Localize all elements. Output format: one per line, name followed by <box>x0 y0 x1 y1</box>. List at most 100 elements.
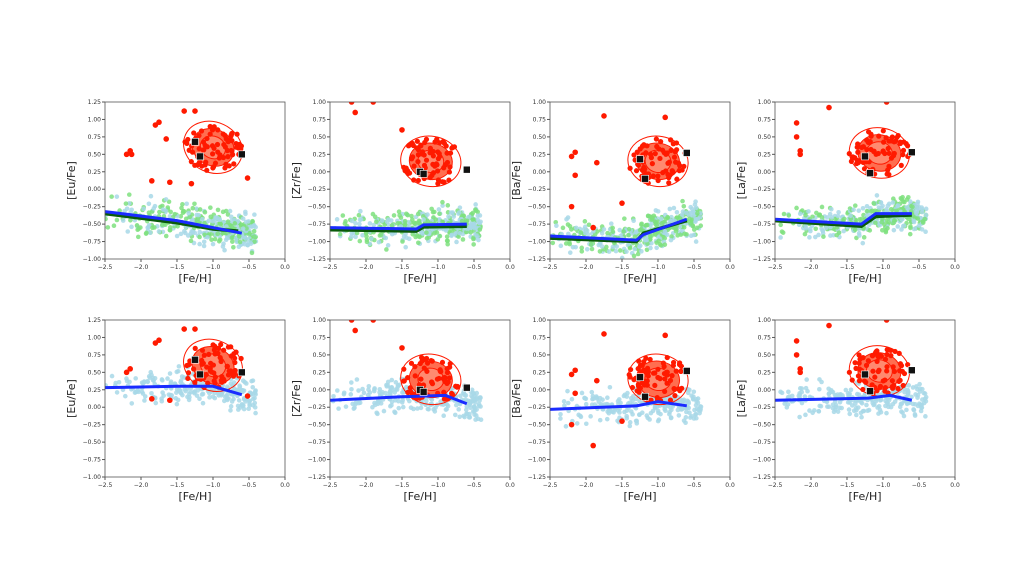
field-star-point <box>888 206 894 212</box>
field-star-point <box>228 214 234 220</box>
y-tick-label: −1.25 <box>528 256 547 263</box>
cluster-star-point <box>423 157 430 163</box>
field-star-point <box>389 231 395 237</box>
field-star-point <box>174 401 180 407</box>
y-tick-label: −0.50 <box>308 204 327 211</box>
cluster-star-point <box>856 360 862 366</box>
cluster-star-point <box>863 362 870 368</box>
field-star-point <box>633 418 639 424</box>
y-axis-label: [Eu/Fe] <box>65 379 78 418</box>
cluster-star-point <box>212 374 218 380</box>
cluster-star-point <box>199 347 206 353</box>
field-star-point <box>445 241 450 247</box>
cluster-star-point <box>244 175 251 181</box>
cluster-star-point <box>407 385 413 391</box>
cluster-star-point <box>352 109 359 116</box>
cluster-star-point <box>405 143 412 149</box>
highlight-square <box>419 170 428 178</box>
field-star-point <box>871 402 876 408</box>
field-star-point <box>474 233 479 238</box>
field-star-point <box>786 389 791 395</box>
field-star-point <box>456 407 462 412</box>
cluster-star-point <box>658 139 664 145</box>
cluster-star-point <box>215 149 221 155</box>
field-star-point <box>456 210 462 215</box>
cluster-star-point <box>192 326 198 332</box>
field-star-point <box>389 402 394 408</box>
cluster-star-point <box>167 179 173 186</box>
y-tick-label: 1.25 <box>88 317 102 324</box>
y-tick-label: −0.50 <box>83 439 102 446</box>
field-star-point <box>606 410 612 416</box>
cluster-star-point <box>637 369 644 375</box>
cluster-star-point <box>424 360 431 366</box>
x-tick-label: −1.0 <box>431 264 446 271</box>
field-star-point <box>579 390 585 396</box>
field-star-point <box>864 402 869 408</box>
cluster-star-point <box>644 143 650 149</box>
x-tick-label: −2.0 <box>134 264 149 271</box>
cluster-star-point <box>412 364 418 370</box>
x-tick-label: −2.5 <box>768 264 783 271</box>
field-star-point <box>841 228 847 234</box>
cluster-star-point <box>435 149 441 155</box>
cluster-star-point <box>666 180 672 186</box>
field-star-point <box>849 403 855 408</box>
field-star-point <box>141 379 147 384</box>
field-star-point <box>444 402 450 407</box>
field-star-point <box>349 380 354 385</box>
field-star-point <box>197 207 203 212</box>
field-star-point <box>655 418 661 424</box>
field-star-point <box>249 250 255 256</box>
field-star-point <box>467 224 473 229</box>
field-star-point <box>124 378 130 384</box>
cluster-star-point <box>672 149 678 155</box>
cluster-star-point <box>900 147 907 153</box>
y-tick-label: 0.75 <box>533 116 547 123</box>
field-star-point <box>779 390 785 396</box>
cluster-star-point <box>184 140 190 146</box>
y-tick-label: 0.25 <box>88 169 102 176</box>
field-star-point <box>393 387 399 392</box>
field-star-point <box>433 217 439 222</box>
field-star-point <box>859 401 865 406</box>
field-star-point <box>341 390 347 396</box>
cluster-star-point <box>405 375 411 381</box>
field-star-point <box>632 246 637 252</box>
field-star-point <box>349 386 354 392</box>
field-star-point <box>354 377 360 382</box>
field-star-point <box>449 232 455 238</box>
field-star-point <box>186 210 191 216</box>
cluster-star-point <box>855 141 861 147</box>
cluster-star-point <box>875 150 881 157</box>
field-star-point <box>160 390 165 395</box>
field-star-point <box>220 244 226 249</box>
field-star-point <box>797 386 803 391</box>
field-star-point <box>820 228 826 234</box>
field-star-point <box>562 403 567 408</box>
cluster-star-point <box>594 377 600 384</box>
field-star-point <box>614 244 620 249</box>
cluster-star-point <box>641 359 647 365</box>
field-star-point <box>366 387 371 393</box>
field-star-point <box>675 407 681 413</box>
cluster-star-point <box>441 165 447 171</box>
cluster-star-point <box>643 150 649 156</box>
y-axis-label: [Zr/Fe] <box>290 162 303 199</box>
cluster-star-point <box>449 391 456 397</box>
x-tick-label: −0.5 <box>687 264 702 271</box>
cluster-star-point <box>883 102 890 105</box>
field-star-point <box>899 216 904 222</box>
y-tick-label: 1.00 <box>88 334 102 341</box>
field-star-point <box>878 200 884 206</box>
field-star-point <box>135 234 141 240</box>
cluster-star-point <box>233 144 240 150</box>
cluster-star-point <box>897 140 903 147</box>
field-star-point <box>340 213 346 218</box>
field-star-point <box>633 229 639 235</box>
field-star-point <box>901 223 907 228</box>
cluster-star-point <box>192 345 198 351</box>
cluster-star-point <box>210 151 216 157</box>
cluster-star-point <box>185 375 191 382</box>
field-star-point <box>693 216 699 222</box>
